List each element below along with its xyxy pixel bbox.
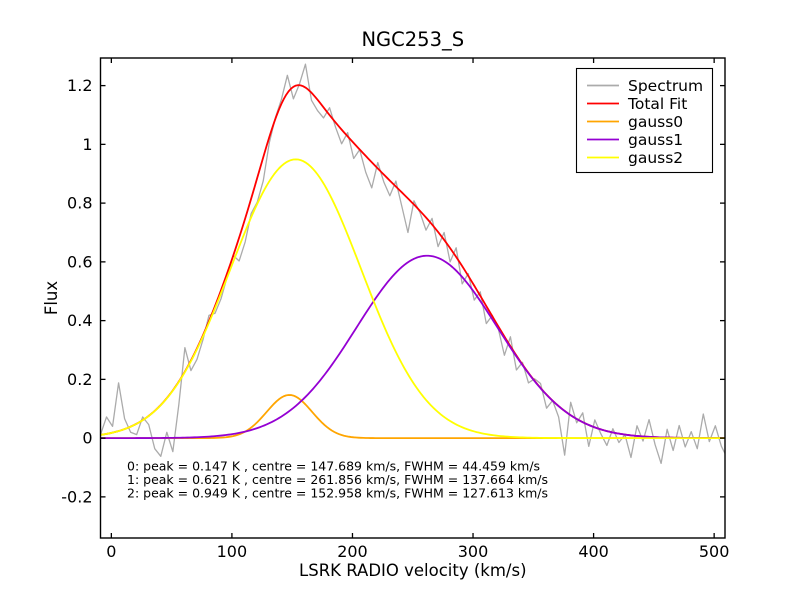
legend-label: Spectrum [628, 77, 703, 95]
legend-label: Total Fit [627, 95, 687, 113]
y-tick-label-0: 0 [82, 429, 92, 448]
chart-title: NGC253_S [361, 28, 464, 51]
y-tick-label-0.6: 0.6 [67, 252, 92, 271]
curve-gauss1 [100, 254, 726, 440]
x-tick-label-0: 0 [106, 542, 116, 561]
legend-entry-spectrum: Spectrum [587, 77, 703, 95]
curve-gauss2 [100, 158, 725, 440]
x-tick-label-100: 100 [217, 542, 248, 561]
axis-ticks [100, 58, 725, 538]
y-tick-label-0.2: 0.2 [67, 370, 92, 389]
x-axis-label: LSRK RADIO velocity (km/s) [299, 561, 526, 580]
curves-layer [99, 63, 726, 465]
fit-annotation-line-2: 2: peak = 0.949 K , centre = 152.958 km/… [127, 486, 548, 501]
legend-entry-gauss1: gauss1 [587, 131, 683, 149]
fit-annotation-line-1: 1: peak = 0.621 K , centre = 261.856 km/… [127, 472, 548, 487]
y-tick-label-0.8: 0.8 [67, 194, 92, 213]
fit-annotation-line-0: 0: peak = 0.147 K , centre = 147.689 km/… [127, 459, 540, 474]
legend-label: gauss1 [628, 131, 683, 149]
x-tick-label-500: 500 [699, 542, 730, 561]
y-tick-label--0.2: -0.2 [61, 487, 92, 506]
x-tick-label-300: 300 [458, 542, 489, 561]
legend-entry-gauss2: gauss2 [587, 149, 683, 167]
legend-entry-total-fit: Total Fit [587, 95, 687, 113]
curve-gauss0 [100, 394, 725, 440]
y-tick-label-1: 1 [82, 135, 92, 154]
y-axis-label: Flux [42, 281, 61, 316]
x-tick-label-200: 200 [337, 542, 368, 561]
plot-frame [99, 57, 726, 539]
x-tick-label-400: 400 [578, 542, 609, 561]
legend-label: gauss0 [628, 113, 683, 131]
legend-entry-gauss0: gauss0 [587, 113, 683, 131]
y-tick-label-1.2: 1.2 [67, 76, 92, 95]
legend-label: gauss2 [628, 149, 683, 167]
axis-tick-labels: 0 100 200 300 400 500 -0.2 0 0.2 0.4 0.6 0.8 1 1.2 [61, 76, 729, 561]
fit-annotation: 0: peak = 0.147 K , centre = 147.689 km/… [127, 459, 548, 501]
y-tick-label-0.4: 0.4 [67, 311, 92, 330]
